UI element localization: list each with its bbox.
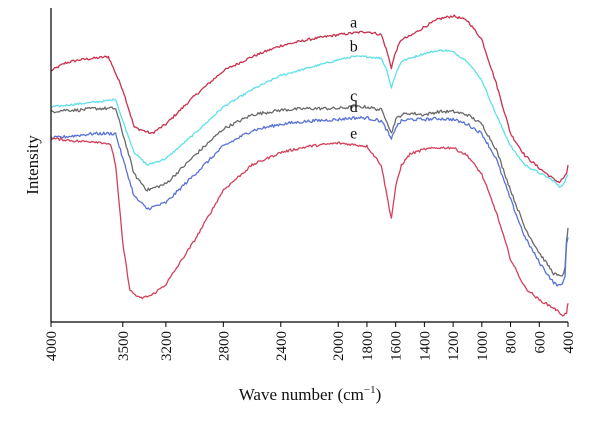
x-tick-label-3200: 3200 (159, 331, 175, 361)
x-tick-label-600: 600 (532, 331, 548, 354)
series-label-b: b (350, 38, 358, 55)
x-axis-title-main: Wave number (cm (239, 385, 364, 404)
series-label-layer: ab cde (350, 14, 358, 142)
x-tick-label-3500: 3500 (116, 331, 132, 361)
x-tick-label-400: 400 (561, 331, 577, 354)
x-tick-label-1200: 1200 (446, 331, 462, 361)
series-layer (50, 14, 569, 317)
x-axis-title: Wave number (cm−1) (239, 384, 382, 404)
series-line-d (50, 115, 569, 287)
x-tick-label-4000: 4000 (44, 331, 60, 361)
x-tick-label-800: 800 (504, 331, 520, 354)
x-axis-title-suffix: ) (376, 385, 382, 404)
series-label-a: a (350, 14, 357, 31)
x-tick-label-2000: 2000 (331, 331, 347, 361)
series-line-e (50, 137, 569, 317)
x-tick-label-2800: 2800 (216, 331, 232, 361)
series-line-b (50, 49, 569, 189)
series-label-d: d (350, 99, 358, 116)
x-tick-label-1400: 1400 (417, 331, 433, 361)
x-tick-label-2400: 2400 (274, 331, 290, 361)
axis-layer: 4000 3500 3200 2800 2400 2000 1800 1600 1400 1200… (44, 8, 577, 361)
series-line-c (50, 104, 569, 277)
series-label-c: c (350, 88, 357, 105)
x-tick-label-1600: 1600 (389, 331, 405, 361)
x-tick-label-1000: 1000 (475, 331, 491, 361)
y-axis-title: Intensity (23, 135, 42, 195)
series-label-e: e (350, 125, 357, 142)
x-axis-title-superscript: −1 (364, 384, 376, 396)
series-line-a (50, 14, 569, 184)
x-tick-label-1800: 1800 (360, 331, 376, 361)
